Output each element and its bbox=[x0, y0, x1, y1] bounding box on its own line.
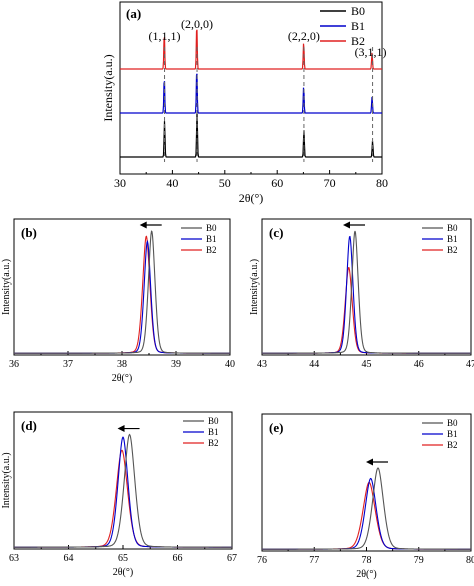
panel-label-a: (a) bbox=[126, 6, 141, 21]
x-tick-label-d: 63 bbox=[9, 553, 19, 564]
legend-label-d-B1: B1 bbox=[208, 427, 219, 437]
x-axis-title-a: 2θ(°) bbox=[239, 191, 264, 205]
x-axis-title-b: 2θ(°) bbox=[112, 373, 132, 384]
x-tick-label-d: 67 bbox=[227, 553, 237, 564]
x-axis-c: 43 44 45 46 47 bbox=[257, 351, 474, 370]
series-line-a-B2 bbox=[120, 29, 382, 70]
shift-arrow-head-e bbox=[365, 458, 373, 466]
x-axis-e: 76 77 78 79 80 bbox=[257, 547, 474, 566]
x-tick-label-e: 76 bbox=[257, 555, 267, 566]
legend-label-c-B2: B2 bbox=[447, 245, 458, 255]
x-tick-label-b: 36 bbox=[9, 359, 19, 370]
series-line-b-B1 bbox=[14, 239, 230, 354]
y-axis-title-d: Intensity(a.u.) bbox=[1, 452, 12, 508]
series-line-b-B2 bbox=[14, 235, 230, 354]
x-tick-label-b: 38 bbox=[117, 359, 127, 370]
legend-label-b-B2: B2 bbox=[206, 245, 217, 255]
series-line-c-B0 bbox=[262, 230, 471, 354]
series-line-a-B1 bbox=[120, 73, 382, 114]
y-axis-title-a: Intensity(a.u.) bbox=[101, 54, 115, 121]
y-axis-title-b: Intensity(a.u.) bbox=[1, 259, 12, 315]
x-axis-title-e: 2θ(°) bbox=[356, 569, 376, 580]
shift-arrow-head-c bbox=[343, 221, 351, 229]
x-axis-d: 63 64 65 66 67 bbox=[9, 545, 237, 564]
peak-annotation: (2,0,0) bbox=[181, 17, 213, 31]
legend-label-b-B0: B0 bbox=[206, 223, 217, 233]
peak-annotation: (3,1,1) bbox=[355, 45, 387, 59]
x-axis-a: 30 40 50 60 70 80 bbox=[114, 170, 388, 190]
series-line-d-B0 bbox=[14, 433, 232, 548]
legend-label-b-B1: B1 bbox=[206, 234, 217, 244]
x-tick-label-a: 80 bbox=[376, 176, 388, 190]
plot-frame-a bbox=[119, 1, 383, 175]
x-tick-label-a: 40 bbox=[166, 176, 178, 190]
x-axis-b: 36 37 38 39 40 bbox=[9, 351, 235, 370]
panel-a: 30 40 50 60 70 802θ(°)Intensity(a.u.)(a)(1,1,… bbox=[101, 1, 388, 205]
x-tick-label-c: 47 bbox=[466, 359, 474, 370]
legend-label-c-B1: B1 bbox=[447, 234, 458, 244]
y-axis-title-c: Intensity(a.u.) bbox=[249, 259, 260, 315]
peak-annotation: (1,1,1) bbox=[149, 29, 181, 43]
panel-label-b: (b) bbox=[21, 225, 37, 240]
x-tick-label-d: 65 bbox=[118, 553, 128, 564]
x-tick-label-e: 80 bbox=[466, 555, 474, 566]
series-line-c-B2 bbox=[262, 267, 471, 354]
legend-label-B2: B2 bbox=[351, 34, 365, 48]
x-tick-label-a: 70 bbox=[324, 176, 336, 190]
legend-label-B0: B0 bbox=[351, 4, 365, 18]
shift-arrow-head-d bbox=[117, 425, 125, 433]
shift-arrow-head-b bbox=[139, 221, 147, 229]
peak-annotation: (2,2,0) bbox=[288, 29, 320, 43]
series-line-c-B1 bbox=[262, 235, 471, 354]
legend-label-c-B0: B0 bbox=[447, 223, 458, 233]
x-tick-label-c: 44 bbox=[309, 359, 319, 370]
legend-label-B1: B1 bbox=[351, 19, 365, 33]
series-group-c bbox=[262, 230, 471, 354]
legend-label-d-B2: B2 bbox=[208, 438, 219, 448]
x-tick-label-d: 64 bbox=[64, 553, 74, 564]
series-group-e bbox=[262, 467, 471, 550]
x-tick-label-a: 50 bbox=[219, 176, 231, 190]
series-line-e-B0 bbox=[262, 467, 471, 550]
x-axis-title-d: 2θ(°) bbox=[113, 567, 133, 578]
series-group-d bbox=[14, 433, 232, 548]
x-tick-label-e: 78 bbox=[362, 555, 372, 566]
x-tick-label-d: 66 bbox=[173, 553, 183, 564]
x-tick-label-b: 37 bbox=[63, 359, 73, 370]
x-tick-label-b: 39 bbox=[171, 359, 181, 370]
x-tick-label-b: 40 bbox=[225, 359, 235, 370]
panel-label-d: (d) bbox=[21, 418, 37, 433]
legend-label-d-B0: B0 bbox=[208, 416, 219, 426]
legend-label-e-B2: B2 bbox=[447, 440, 458, 450]
series-line-a-B0 bbox=[120, 112, 382, 158]
series-line-b-B0 bbox=[14, 230, 230, 354]
panel-label-e: (e) bbox=[269, 420, 283, 435]
series-group-a: (1,1,1)(2,0,0) (2,2,0) (3,1,1) bbox=[120, 17, 387, 162]
x-tick-label-c: 46 bbox=[414, 359, 424, 370]
series-group-b bbox=[14, 230, 230, 354]
x-tick-label-e: 77 bbox=[309, 555, 319, 566]
x-tick-label-a: 30 bbox=[114, 176, 126, 190]
x-tick-label-c: 45 bbox=[362, 359, 372, 370]
legend-label-e-B1: B1 bbox=[447, 429, 458, 439]
x-tick-label-a: 60 bbox=[271, 176, 283, 190]
x-tick-label-c: 43 bbox=[257, 359, 267, 370]
legend-label-e-B0: B0 bbox=[447, 418, 458, 428]
x-tick-label-e: 79 bbox=[414, 555, 424, 566]
panel-label-c: (c) bbox=[269, 225, 283, 240]
